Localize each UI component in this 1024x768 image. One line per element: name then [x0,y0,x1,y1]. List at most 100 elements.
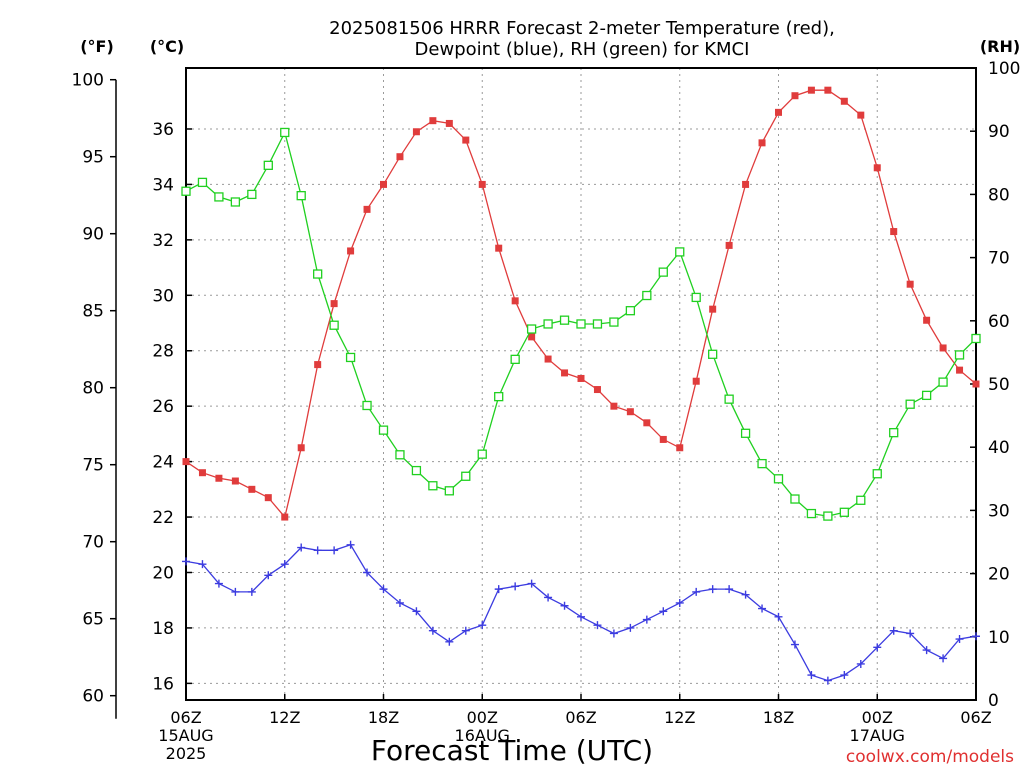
data-point [692,377,700,385]
data-point [445,119,453,127]
rh-tick-label: 100 [988,59,1020,79]
data-point [247,189,257,200]
data-point [247,587,256,596]
time-tick-label: 18Z [368,708,399,727]
rh-tick-label: 90 [988,122,1010,142]
data-point [774,612,783,621]
data-point [445,637,454,646]
data-point [773,474,784,484]
data-point [775,108,782,116]
celsius-tick-label: 30 [152,286,174,306]
data-point [840,671,849,680]
data-point [215,474,223,482]
data-point [181,186,191,196]
series-layer [181,86,981,685]
x-axis-label: Forecast Time (UTC) [371,734,653,767]
data-point [642,290,652,301]
rh-tick-label: 40 [988,438,1010,458]
data-point [823,511,833,521]
series-2-meter-temperature [182,86,980,521]
axis-unit-labels: (°F) (°C) (RH) [80,37,1020,56]
data-point [264,494,272,502]
fahrenheit-tick-label: 95 [82,148,104,168]
data-point [362,400,372,411]
time-tick-label: 00Z [467,708,498,727]
fahrenheit-unit-label: (°F) [80,37,114,56]
celsius-tick-label: 20 [152,563,174,583]
gridlines [186,68,976,700]
data-point [379,585,388,594]
data-point [561,369,569,377]
celsius-unit-label: (°C) [150,37,184,56]
data-point [577,612,585,621]
data-point [890,228,898,236]
data-point [643,419,651,427]
data-point [889,428,899,438]
data-point [345,352,356,363]
data-point [494,585,503,594]
data-point [198,560,207,569]
data-point [478,180,486,188]
data-point [214,579,223,588]
data-point [972,380,980,388]
data-point [346,540,355,549]
data-point [230,197,241,207]
celsius-tick-label: 18 [152,619,174,639]
data-point [757,458,767,469]
data-point [576,319,586,329]
data-point [510,354,520,365]
data-point [462,136,470,144]
fahrenheit-tick-label: 65 [82,610,104,630]
celsius-tick-label: 28 [152,342,174,362]
data-point [330,300,338,308]
chart-title: 2025081506 HRRR Forecast 2-meter Tempera… [329,18,835,60]
data-point [296,191,306,201]
data-point [444,486,454,496]
data-point [921,390,932,401]
data-point [741,590,750,599]
data-point [675,247,685,257]
data-point [839,507,849,517]
data-point [807,671,816,680]
rh-tick-label: 60 [988,312,1010,332]
time-tick-label: 06Z [170,708,201,727]
data-point [675,598,684,607]
data-point [380,180,387,188]
data-point [790,494,800,504]
data-point [873,643,882,652]
date-label: 2025 [166,744,207,763]
time-tick-label: 06Z [960,708,991,727]
data-point [313,546,322,555]
data-point [378,425,389,435]
celsius-tick-label: 26 [152,397,174,417]
data-point [330,546,339,555]
time-tick-label: 12Z [269,708,300,727]
data-point [659,435,667,443]
celsius-axis: 16 18 20 22 24 26 28 30 32 34 36 [152,120,192,694]
data-point [198,469,206,477]
data-point [281,513,289,521]
data-point [610,402,618,410]
data-point [955,635,964,644]
data-point [692,587,701,596]
data-point [231,477,239,485]
rh-tick-label: 20 [988,565,1010,585]
data-point [857,111,865,119]
data-point [725,241,733,249]
data-point [411,465,422,476]
series-line [185,544,977,682]
date-label: 16AUG [455,726,510,745]
time-tick-label: 12Z [664,708,695,727]
data-point [626,408,634,416]
chart-title-line: Dewpoint (blue), RH (green) for KMCI [415,39,750,60]
data-point [297,444,305,452]
celsius-tick-label: 16 [152,674,174,694]
data-point [609,317,619,327]
data-point [691,292,701,303]
data-point [873,164,881,172]
rh-tick-label: 70 [988,249,1010,269]
data-point [956,366,964,374]
date-label: 17AUG [850,726,905,745]
date-label: 15AUG [158,726,213,745]
rh-tick-label: 50 [988,375,1010,395]
